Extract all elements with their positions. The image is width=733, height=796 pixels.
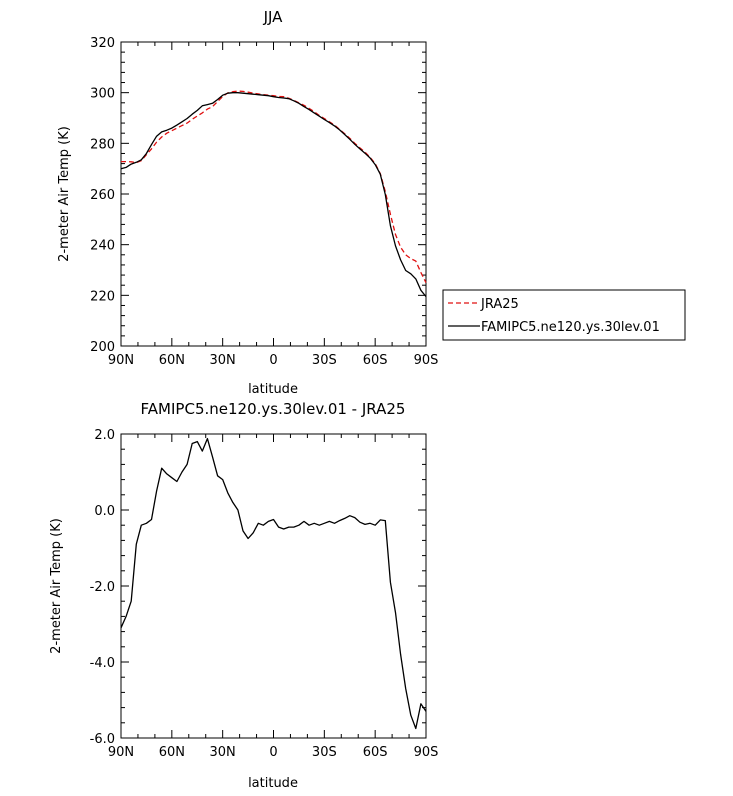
legend-label-famipc5: FAMIPC5.ne120.ys.30lev.01 xyxy=(481,320,660,335)
x-tick-label: 60N xyxy=(159,353,185,368)
plot-frame xyxy=(120,433,427,739)
panel-difference: FAMIPC5.ne120.ys.30lev.01 - JRA25 90N 60N… xyxy=(49,400,438,791)
x-tick-label: 60N xyxy=(159,745,185,760)
y-tick-label: 260 xyxy=(90,188,115,203)
plot-title: JJA xyxy=(263,8,284,26)
y-tick-label: 320 xyxy=(90,36,115,51)
y-axis-title: 2-meter Air Temp (K) xyxy=(57,126,72,262)
plot-title: FAMIPC5.ne120.ys.30lev.01 - JRA25 xyxy=(141,400,406,418)
series-line-difference xyxy=(120,437,427,730)
plot-frame xyxy=(120,41,427,347)
x-tick-label: 30S xyxy=(312,353,337,368)
legend-box xyxy=(442,289,686,341)
legend: JRA25 FAMIPC5.ne120.ys.30lev.01 xyxy=(442,289,686,341)
y-tick-label: -4.0 xyxy=(90,656,115,671)
x-tick-label: 90N xyxy=(108,745,134,760)
legend-label-jra25: JRA25 xyxy=(480,297,519,312)
y-tick-label: 0.0 xyxy=(94,504,115,519)
tick-group: 90N 60N 30N 0 30S 60S 90S -6.0 -4.0 -2.0 0.0 2.0 xyxy=(90,428,439,760)
series-group xyxy=(120,437,427,730)
y-tick-label: 200 xyxy=(90,340,115,355)
y-tick-label: -2.0 xyxy=(90,580,115,595)
x-tick-label: 60S xyxy=(363,745,388,760)
x-tick-label: 30N xyxy=(210,745,236,760)
series-line-famipc5-ne120-ys-30lev-01 xyxy=(120,92,427,298)
panel-jja: JJA 90N 60N 30N 0 30S 60S 90S 200 220 240 260 280 30… xyxy=(57,8,438,397)
y-tick-label: 220 xyxy=(90,289,115,304)
x-tick-label: 30S xyxy=(312,745,337,760)
x-tick-label: 0 xyxy=(269,745,277,760)
series-group xyxy=(120,90,427,298)
x-tick-label: 90S xyxy=(414,745,439,760)
y-tick-label: 280 xyxy=(90,137,115,152)
y-axis-title: 2-meter Air Temp (K) xyxy=(49,518,64,654)
y-tick-label: 2.0 xyxy=(94,428,115,443)
series-line-jra25 xyxy=(121,90,427,283)
x-axis-title: latitude xyxy=(248,382,298,397)
tick-group: 90N 60N 30N 0 30S 60S 90S 200 220 240 260 280 300 320 xyxy=(90,36,438,368)
x-tick-label: 90S xyxy=(414,353,439,368)
y-tick-label: 240 xyxy=(90,239,115,254)
x-axis-title: latitude xyxy=(248,776,298,791)
y-tick-label: 300 xyxy=(90,87,115,102)
x-tick-label: 60S xyxy=(363,353,388,368)
x-tick-label: 90N xyxy=(108,353,134,368)
x-tick-label: 0 xyxy=(269,353,277,368)
y-tick-label: -6.0 xyxy=(90,732,115,747)
x-tick-label: 30N xyxy=(210,353,236,368)
